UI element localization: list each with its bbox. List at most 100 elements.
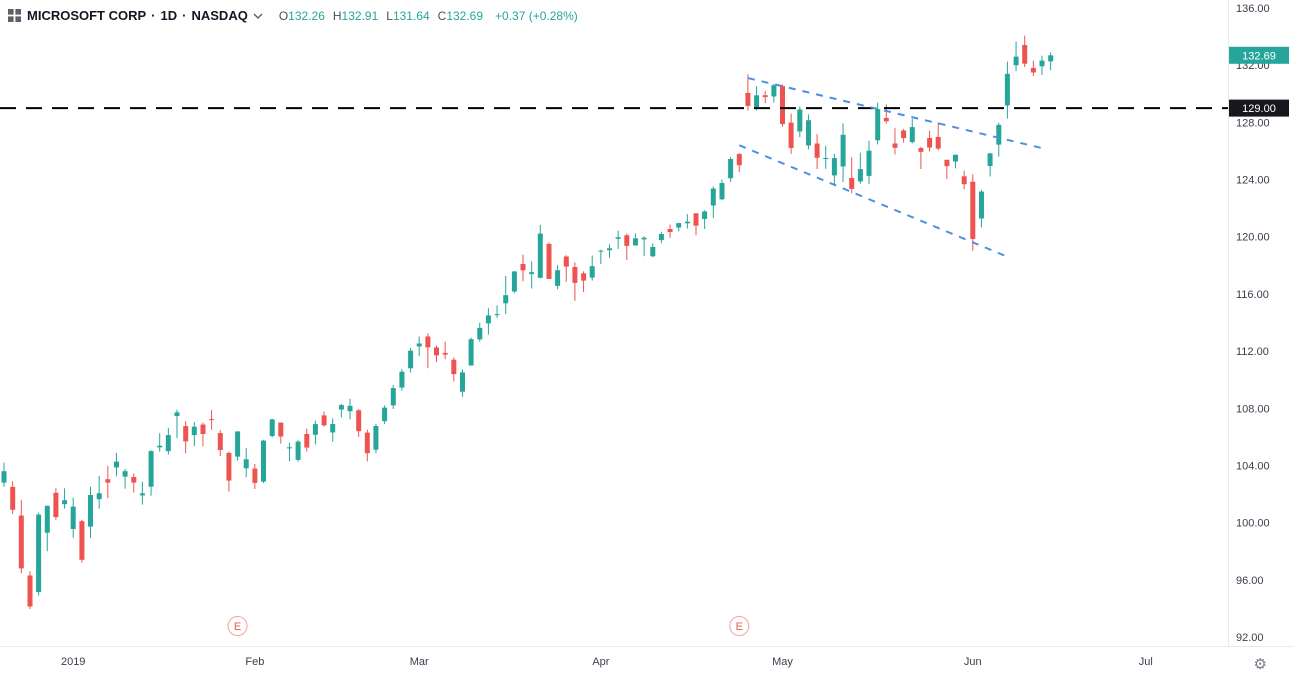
- candle-body: [442, 352, 448, 355]
- candle-body: [434, 347, 439, 356]
- candle: [650, 243, 656, 257]
- candle: [252, 464, 258, 489]
- time-tick-label: 2019: [61, 656, 85, 668]
- candle-body: [18, 515, 24, 569]
- candle-body: [676, 223, 682, 228]
- candle: [1030, 60, 1036, 76]
- ohlc-low-label: L: [386, 8, 393, 23]
- earnings-marker[interactable]: E: [227, 616, 248, 636]
- candle-body: [667, 229, 673, 232]
- time-tick-label: Mar: [410, 656, 429, 668]
- candle-body: [754, 95, 760, 107]
- candle-body: [235, 431, 241, 457]
- candle: [710, 186, 716, 219]
- candle-body: [503, 295, 509, 304]
- candle: [563, 255, 569, 282]
- candle-body: [373, 426, 379, 450]
- candle: [191, 422, 197, 447]
- symbol-legend: MICROSOFT CORP · 1D · NASDAQ O132.26 H13…: [8, 8, 578, 23]
- candle: [105, 465, 111, 499]
- candle: [1039, 55, 1045, 75]
- candle: [979, 189, 984, 228]
- candle: [243, 448, 249, 478]
- candle-body: [451, 359, 457, 375]
- candle: [88, 486, 93, 538]
- candle-body: [425, 336, 431, 348]
- candle: [44, 505, 50, 552]
- candle: [165, 427, 171, 455]
- earnings-marker-label: E: [234, 621, 241, 633]
- candle-body: [979, 191, 984, 219]
- candle-body: [382, 407, 388, 422]
- symbol-title[interactable]: MICROSOFT CORP: [27, 8, 147, 23]
- settings-gear-icon[interactable]: ⚙: [1253, 656, 1267, 673]
- candle: [780, 84, 785, 127]
- earnings-marker-circle: [729, 616, 750, 636]
- candle: [408, 347, 414, 373]
- candle: [18, 499, 24, 574]
- candle-body: [849, 178, 855, 189]
- candle: [702, 210, 708, 229]
- candle-body: [823, 158, 829, 159]
- candle-body: [157, 445, 163, 448]
- candle-body: [563, 256, 569, 267]
- candle: [615, 230, 621, 249]
- candle: [312, 420, 318, 445]
- candle: [131, 473, 137, 493]
- candle: [676, 222, 682, 232]
- ohlc-open-value: 132.26: [288, 8, 325, 23]
- candle: [788, 113, 794, 154]
- candle: [1004, 61, 1010, 119]
- candle-body: [312, 424, 318, 435]
- candle-body: [780, 86, 785, 125]
- candle-body: [165, 435, 171, 452]
- candle-body: [321, 415, 327, 426]
- price-axis[interactable]: [1228, 0, 1293, 646]
- candle-body: [122, 471, 128, 477]
- candle: [996, 122, 1002, 157]
- candle-body: [797, 109, 803, 132]
- change-readout: +0.37 (+0.28%): [495, 8, 578, 23]
- chevron-down-icon[interactable]: [253, 13, 263, 19]
- candle-body: [347, 405, 353, 412]
- interval-label[interactable]: 1D: [160, 8, 178, 23]
- candle-body: [10, 486, 16, 510]
- ohlc-low: L131.64: [386, 9, 429, 23]
- candle-body: [114, 461, 119, 468]
- candle: [304, 428, 310, 452]
- ohlc-close: C132.69: [438, 9, 483, 23]
- time-axis[interactable]: [0, 646, 1293, 676]
- candle-body: [736, 154, 742, 166]
- exchange-label[interactable]: NASDAQ: [191, 8, 248, 23]
- candle: [503, 276, 509, 315]
- earnings-marker-circle: [227, 616, 248, 636]
- candle-body: [1013, 56, 1019, 66]
- trendline[interactable]: [738, 144, 1008, 258]
- separator-dot: ·: [151, 8, 156, 23]
- time-tick-label: Jul: [1139, 656, 1153, 668]
- candle: [953, 154, 958, 169]
- candle: [235, 431, 241, 461]
- candle: [736, 153, 742, 173]
- candle: [226, 451, 232, 492]
- candle-body: [546, 243, 552, 279]
- price-tick-label: 92.00: [1236, 632, 1264, 644]
- candle: [122, 469, 128, 489]
- candle-body: [1022, 45, 1028, 64]
- candle: [114, 452, 119, 477]
- ohlc-high-value: 132.91: [341, 8, 379, 23]
- candle-body: [927, 137, 933, 148]
- candle-body: [901, 130, 907, 139]
- candle-body: [875, 109, 881, 141]
- candle: [200, 422, 206, 447]
- candle-body: [702, 211, 708, 219]
- candle-body: [719, 183, 725, 200]
- price-tick-label: 112.00: [1236, 346, 1269, 358]
- candle: [762, 91, 768, 104]
- candle: [814, 134, 820, 169]
- earnings-marker[interactable]: E: [729, 616, 750, 636]
- candle-body: [684, 221, 690, 224]
- candle-body: [1004, 73, 1010, 106]
- candle-body: [589, 266, 595, 278]
